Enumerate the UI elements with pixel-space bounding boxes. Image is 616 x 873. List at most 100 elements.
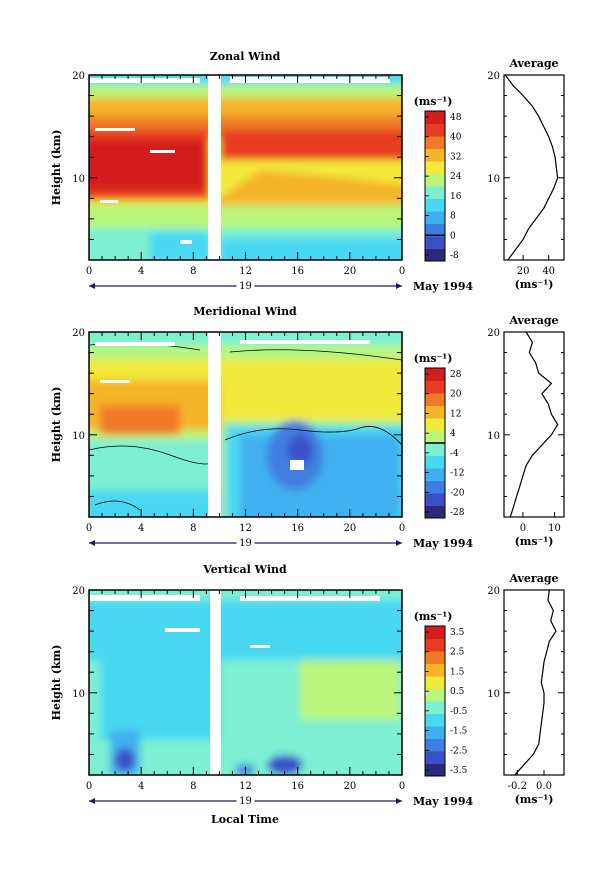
- panel2-ylabel: Height (km): [50, 645, 63, 721]
- panel0-average-ytick-label: 10: [487, 174, 500, 185]
- panel0-colorbar-label: -8: [450, 251, 459, 261]
- panel1-colorbar-label: -28: [450, 508, 465, 518]
- panel2-average-xlabel: (ms⁻¹): [515, 793, 554, 806]
- panel2-colorbar-swatch: [425, 726, 445, 739]
- panel1-colorbar-swatch: [425, 468, 445, 481]
- panel1-average-title: Average: [508, 314, 558, 327]
- panel0-colorbar-swatch: [425, 223, 445, 237]
- panel0-ylabel: Height (km): [50, 130, 63, 206]
- panel0-month-label: May 1994: [413, 280, 473, 293]
- panel0-colorbar-swatch: [425, 173, 445, 187]
- panel1-colorbar-label: 20: [450, 390, 462, 400]
- panel0-day-arrow-left: [89, 283, 95, 289]
- panel0-colorbar-label: 0: [450, 231, 456, 241]
- panel1-xtick-label: 20: [343, 523, 356, 534]
- panel1-day-arrow-left: [89, 540, 95, 546]
- panel2-colorbar-label: -1.5: [450, 727, 468, 737]
- panel0-colorbar-label: 8: [450, 212, 456, 222]
- vertical-wind-panel: Vertical Wind: [88, 563, 403, 776]
- panel2-xtick-label: 0: [399, 781, 405, 792]
- panel1-xtick-label: 12: [239, 523, 252, 534]
- panel2-colorbar-swatch: [425, 751, 445, 764]
- panel2-xtick-label: 4: [138, 781, 144, 792]
- panel2-colorbar-label: -2.5: [450, 746, 468, 756]
- panel2-colorbar-swatch: [425, 663, 445, 677]
- panel1-colorbar-swatch: [425, 418, 445, 431]
- panel0-average-title: Average: [508, 57, 558, 70]
- panel1-average-frame: [503, 331, 565, 518]
- panel2-colorbar-label: 3.5: [450, 628, 465, 638]
- meridional-wind-heatmap: [89, 332, 402, 517]
- panel1-colorbar-label: 4: [450, 429, 456, 439]
- panel2-colorbar-swatch: [425, 688, 445, 702]
- panel2-day-label: 19: [239, 796, 252, 807]
- panel0-day-label-bg: [236, 281, 255, 291]
- panel1-colorbar-swatch: [425, 430, 445, 444]
- panel0-colorbar-swatch: [425, 123, 445, 137]
- panel1-ytick-label: 20: [72, 328, 85, 339]
- panel1-xtick-label: 0: [86, 523, 92, 534]
- panel1-average-ytick-label: 10: [487, 431, 500, 442]
- panel1-xtick-label: 8: [190, 523, 196, 534]
- panel2-xtick-label: 0: [86, 781, 92, 792]
- panel0-average-xtick-label: 40: [542, 266, 555, 277]
- panel0-colorbar-label: 40: [450, 133, 462, 143]
- panel0-colorbar-swatch: [425, 148, 445, 162]
- panel2-xtick-label: 12: [239, 781, 252, 792]
- panel1-average-ytick-label: 20: [487, 328, 500, 339]
- panel1-day-label-bg: [236, 538, 255, 548]
- panel0-average-xlabel: (ms⁻¹): [515, 278, 554, 291]
- panel1-day-arrow-right: [396, 540, 402, 546]
- panel0-colorbar-frame: [424, 110, 446, 262]
- generated-marks: Height (km) 10 20 0 4 8 12 16 20 0 19 May 1994 (ms⁻¹…: [50, 57, 565, 808]
- panel0-colorbar-swatch: [425, 186, 445, 199]
- panel0-xtick-label: 16: [291, 266, 304, 277]
- panel2-average-profile-line: [514, 589, 557, 776]
- panel1-colorbar-swatch: [425, 443, 445, 456]
- panel2-colorbar-frame: [424, 625, 446, 777]
- panel2-colorbar-label: 1.5: [450, 667, 465, 677]
- meridional-wind-title: Meridional Wind: [193, 305, 297, 318]
- vertical-wind-title: Vertical Wind: [202, 563, 287, 576]
- panel1-colorbar-swatch: [425, 455, 445, 469]
- panel1-colorbar-label: 28: [450, 370, 462, 380]
- panel2-ytick-label: 10: [72, 689, 85, 700]
- panel1-colorbar-label: -20: [450, 488, 465, 498]
- panel0-xtick-label: 0: [399, 266, 405, 277]
- panel0-average-xtick-label: 20: [517, 266, 530, 277]
- panel2-colorbar-swatch: [425, 738, 445, 752]
- panel0-colorbar-swatch: [425, 111, 445, 124]
- panel0-colorbar-swatch: [425, 136, 445, 149]
- panel1-colorbar-swatch: [425, 380, 445, 394]
- panel1-ytick-label: 10: [72, 431, 85, 442]
- panel2-colorbar-swatch: [425, 763, 445, 777]
- panel2-colorbar-label: 0.5: [450, 687, 465, 697]
- panel0-colorbar-swatch: [425, 236, 445, 249]
- panel0-xtick-label: 0: [86, 266, 92, 277]
- panel2-colorbar-unit: (ms⁻¹): [414, 610, 453, 623]
- panel2-average-frame: [503, 589, 565, 776]
- panel1-average-xtick-label: 10: [548, 523, 561, 534]
- panel1-colorbar-swatch: [425, 405, 445, 419]
- panel1-colorbar-swatch: [425, 393, 445, 406]
- vertical-wind-heatmap: [89, 590, 402, 775]
- panel0-ytick-label: 20: [72, 71, 85, 82]
- panel0-average-ytick-label: 20: [487, 71, 500, 82]
- panel0-ytick-label: 10: [72, 174, 85, 185]
- panel2-average-title: Average: [508, 572, 558, 585]
- panel2-colorbar-swatch: [425, 651, 445, 664]
- panel1-xtick-label: 0: [399, 523, 405, 534]
- panel1-colorbar-swatch: [425, 493, 445, 506]
- panel2-ytick-label: 20: [72, 586, 85, 597]
- panel2-colorbar-swatch: [425, 713, 445, 727]
- panel2-average-xtick-label: -0.2: [508, 781, 527, 792]
- panel0-colorbar-label: 24: [450, 172, 462, 182]
- panel0-colorbar-swatch: [425, 198, 445, 212]
- panel0-day-label: 19: [239, 281, 252, 292]
- panel1-xtick-label: 16: [291, 523, 304, 534]
- panel0-average-profile-line: [504, 74, 559, 261]
- panel0-colorbar-swatch: [425, 211, 445, 224]
- panel0-day-arrow-right: [396, 283, 402, 289]
- panel2-average-ytick-label: 10: [487, 689, 500, 700]
- panel1-colorbar-label: 12: [450, 409, 461, 419]
